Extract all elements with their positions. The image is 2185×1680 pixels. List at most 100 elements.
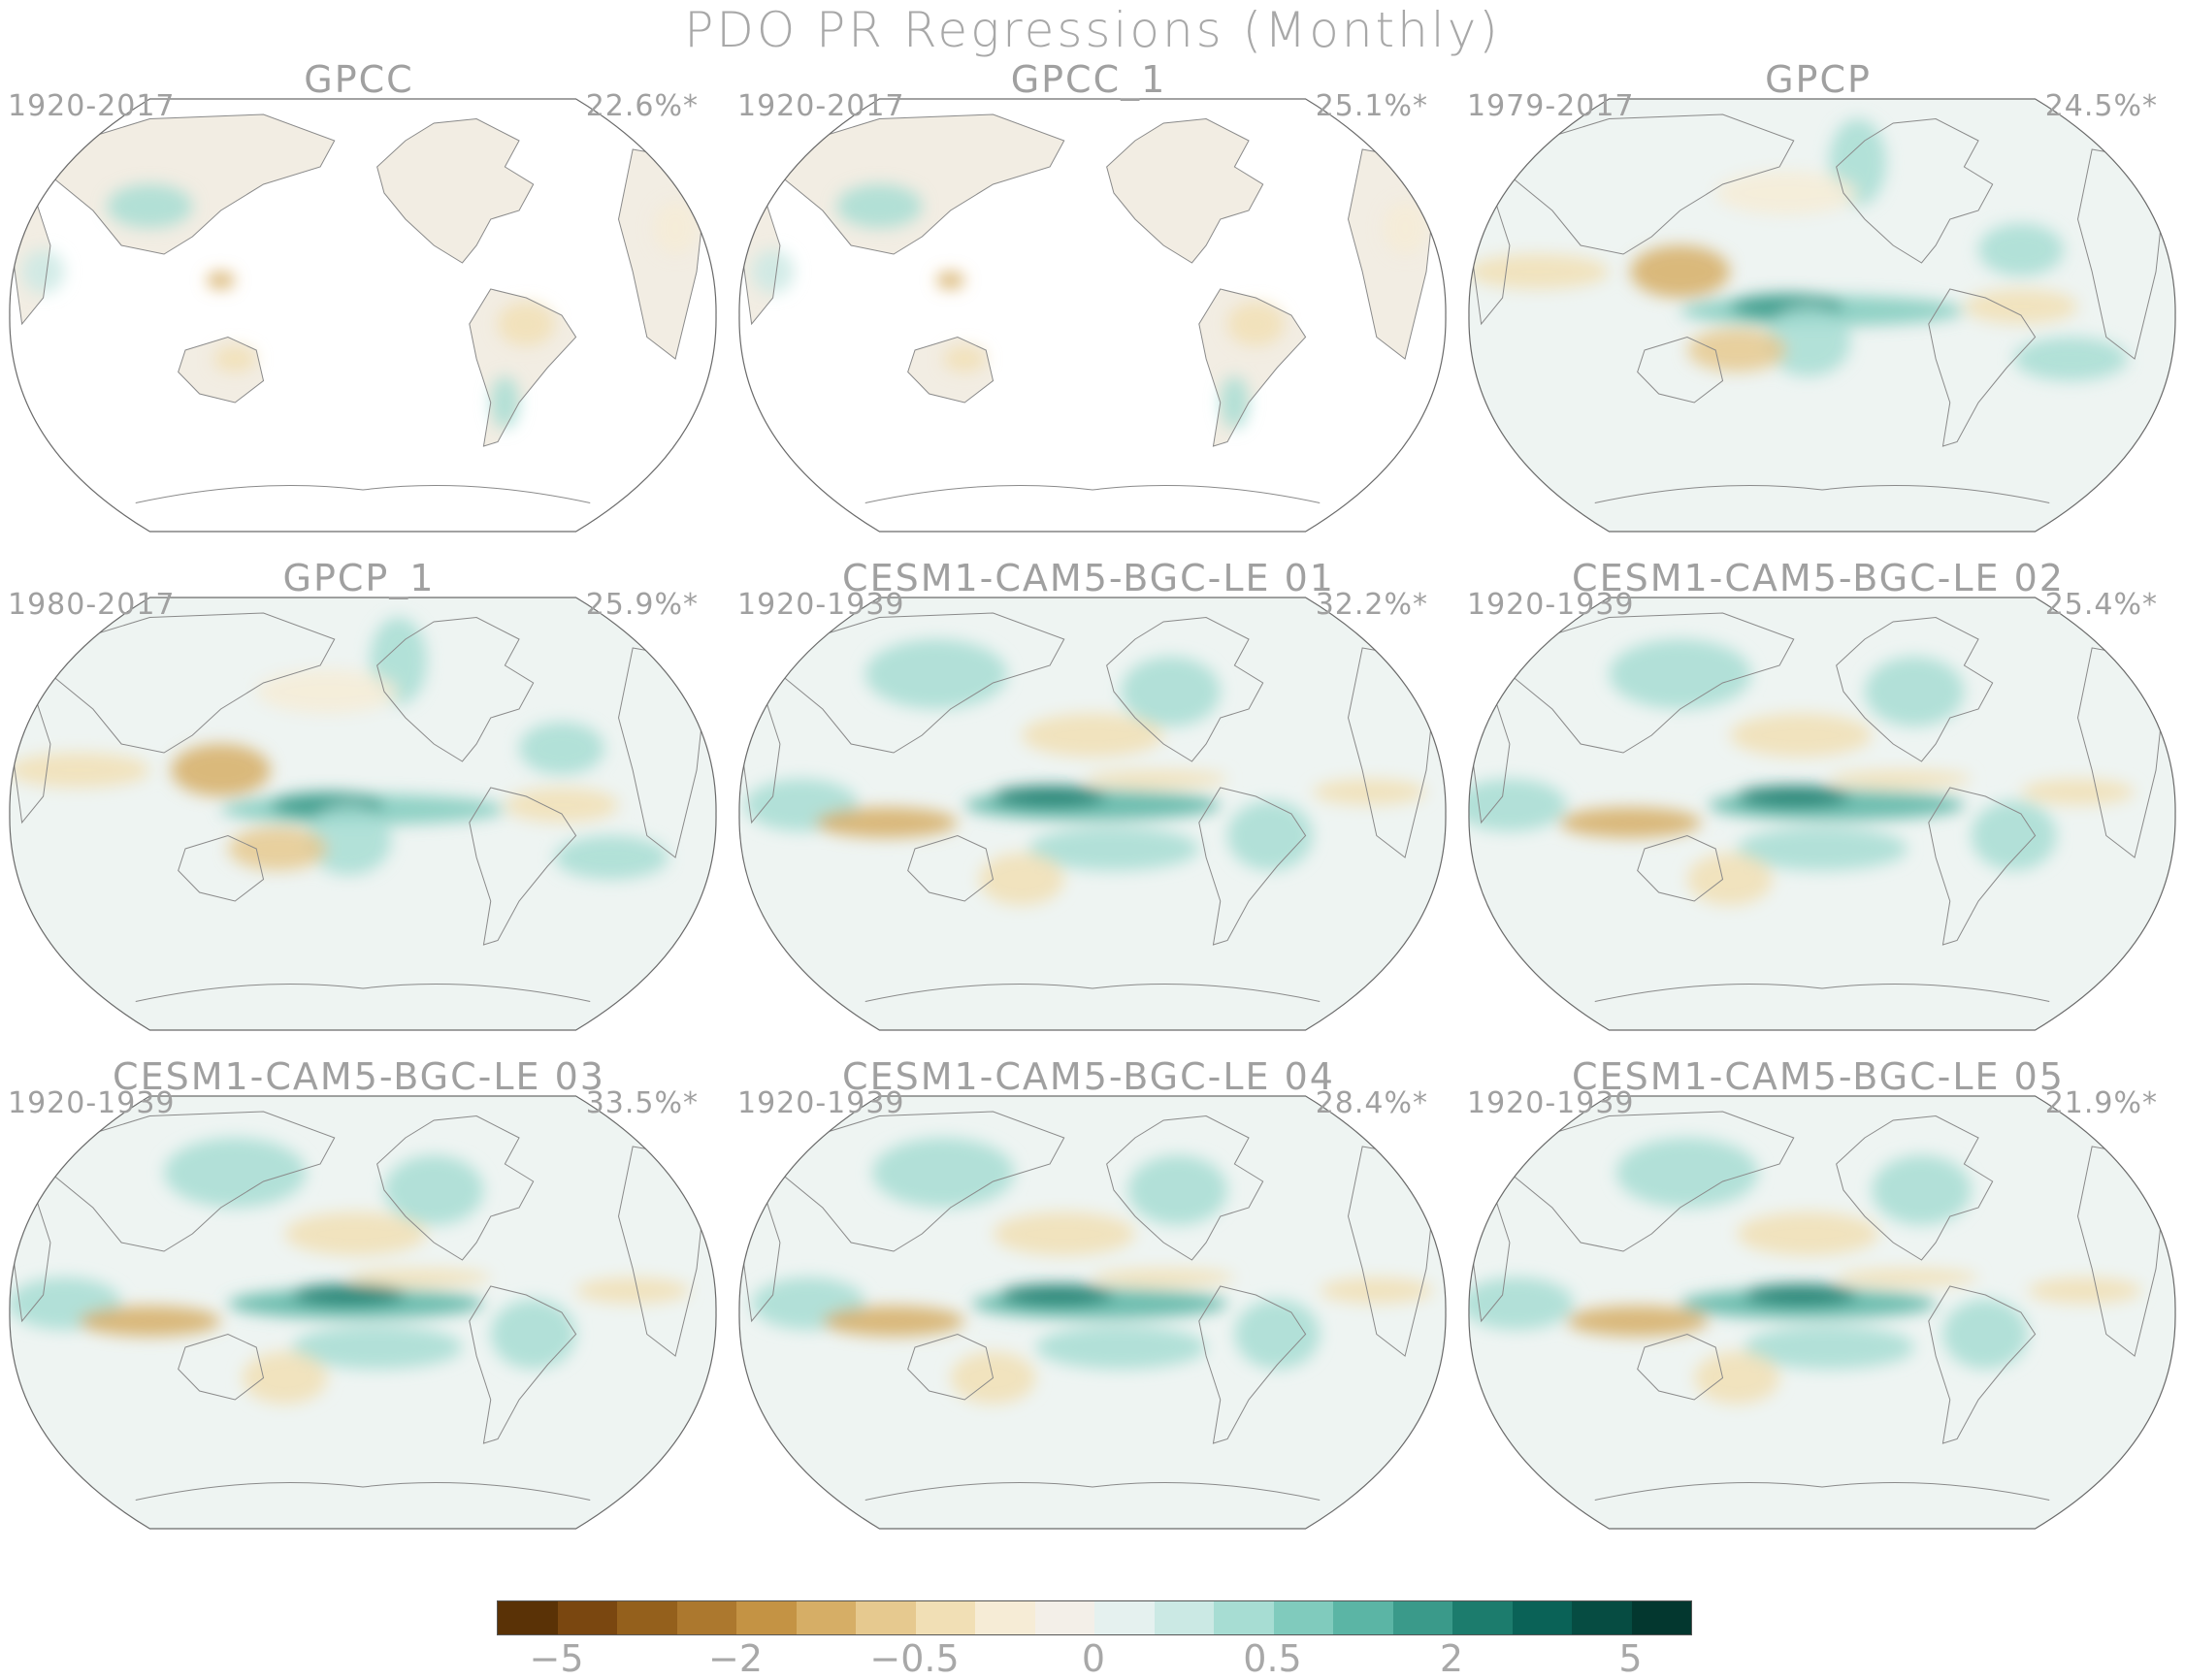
panel-period: 1920-1939 xyxy=(8,1086,176,1120)
antarctica-coastline xyxy=(864,485,1321,503)
anomaly-region xyxy=(1829,770,1972,788)
coastline xyxy=(49,1111,336,1252)
anomaly-region xyxy=(1971,800,2057,871)
world-map xyxy=(738,98,1447,533)
panel-variance: 21.9%* xyxy=(2044,1086,2158,1120)
anomaly-region xyxy=(256,669,399,714)
coastline xyxy=(1509,1111,1795,1252)
antarctica-coastline xyxy=(864,984,1321,1002)
map-border xyxy=(738,98,1447,533)
panel-title: GPCP_1 xyxy=(282,557,436,599)
anomaly-region xyxy=(1227,800,1313,871)
anomaly-region xyxy=(815,807,958,838)
anomaly-region xyxy=(291,1325,463,1370)
panel-variance: 25.1%* xyxy=(1315,89,1428,123)
colorbar-swatch xyxy=(796,1601,856,1634)
coastline xyxy=(907,834,995,902)
colorbar-swatch xyxy=(676,1601,736,1634)
anomaly-region xyxy=(1028,826,1199,871)
map-border xyxy=(1468,1095,2176,1530)
map-border xyxy=(9,98,717,533)
anomaly-region xyxy=(1864,657,1965,727)
map-panel: GPCP 1979-2017 24.5%* xyxy=(1459,58,2177,543)
anomaly-region xyxy=(1686,853,1773,906)
colorbar-tick-label: 0.5 xyxy=(1243,1637,1302,1680)
colorbar-swatch xyxy=(1392,1601,1452,1634)
anomaly-region xyxy=(1384,202,1427,254)
anomaly-region xyxy=(1694,1351,1780,1405)
map-panel: GPCC_1 1920-2017 25.1%* xyxy=(730,58,1448,543)
panel-title: GPCC_1 xyxy=(1010,58,1167,101)
figure-title: PDO PR Regressions (Monthly) xyxy=(684,2,1501,58)
coastline xyxy=(469,787,577,946)
anomaly-region xyxy=(1220,376,1250,429)
antarctica-coastline xyxy=(135,485,591,503)
map-border xyxy=(1468,597,2176,1031)
map-border xyxy=(9,597,717,1031)
coastline xyxy=(1836,117,1994,264)
anomaly-region xyxy=(1964,289,2078,324)
anomaly-region xyxy=(751,249,795,294)
anomaly-region xyxy=(654,202,698,254)
map-panel: CESM1-CAM5-BGC-LE 04 1920-1939 28.4%* xyxy=(730,1055,1448,1540)
anomaly-region xyxy=(383,1155,484,1225)
antarctica-coastline xyxy=(135,1482,591,1501)
panel-period: 1920-1939 xyxy=(1467,588,1635,622)
map-panel: GPCC 1920-2017 22.6%* xyxy=(0,58,718,543)
map-border xyxy=(738,597,1447,1031)
antarctica-coastline xyxy=(135,984,591,1002)
map-panel: CESM1-CAM5-BGC-LE 02 1920-1939 25.4%* xyxy=(1459,557,2177,1042)
anomaly-region xyxy=(206,272,236,289)
coastline xyxy=(779,113,1065,255)
colorbar-swatch xyxy=(1512,1601,1572,1634)
coastline xyxy=(907,336,995,404)
anomaly-region xyxy=(490,1299,576,1370)
anomaly-region xyxy=(836,184,923,228)
map-panel: GPCP_1 1980-2017 25.9%* xyxy=(0,557,718,1042)
panel-variance: 33.5%* xyxy=(585,1086,699,1120)
panel-variance: 25.9%* xyxy=(585,588,699,622)
coastline xyxy=(49,612,336,754)
anomaly-region xyxy=(79,1306,221,1337)
colorbar-swatch xyxy=(1154,1601,1214,1634)
anomaly-region xyxy=(1615,1138,1759,1208)
world-map xyxy=(9,1095,717,1530)
panel-title: CESM1-CAM5-BGC-LE 01 xyxy=(842,557,1335,599)
antarctica-coastline xyxy=(1594,485,2050,503)
world-map xyxy=(9,597,717,1031)
antarctica-coastline xyxy=(1594,1482,2050,1501)
coastline xyxy=(1106,117,1264,264)
anomaly-region xyxy=(21,249,65,294)
anomaly-region xyxy=(1744,1283,1858,1307)
anomaly-region xyxy=(822,1306,965,1337)
anomaly-region xyxy=(107,184,193,228)
panel-title: CESM1-CAM5-BGC-LE 05 xyxy=(1572,1055,2065,1098)
map-panel: CESM1-CAM5-BGC-LE 05 1920-1939 21.9%* xyxy=(1459,1055,2177,1540)
panel-period: 1920-1939 xyxy=(737,588,905,622)
coastline xyxy=(469,1285,577,1444)
coastline xyxy=(1928,1285,2037,1444)
colorbar-swatch xyxy=(1452,1601,1513,1634)
anomaly-region xyxy=(1035,1325,1207,1370)
anomaly-region xyxy=(1566,1306,1709,1337)
coastline xyxy=(1637,336,1724,404)
world-map xyxy=(1468,98,2176,533)
coastline xyxy=(779,612,1065,754)
colorbar-swatch xyxy=(1214,1601,1274,1634)
panel-period: 1979-2017 xyxy=(1467,89,1635,123)
panel-period: 1920-2017 xyxy=(737,89,905,123)
panel-title: GPCC xyxy=(304,58,414,101)
anomaly-region xyxy=(1630,245,1730,298)
panel-title: CESM1-CAM5-BGC-LE 04 xyxy=(842,1055,1335,1098)
anomaly-region xyxy=(1744,1325,1915,1370)
anomaly-region xyxy=(1468,779,1567,831)
anomaly-region xyxy=(498,302,555,346)
colorbar-tick-label: −0.5 xyxy=(869,1637,960,1680)
panel-title: CESM1-CAM5-BGC-LE 02 xyxy=(1572,557,2065,599)
anomaly-region xyxy=(554,835,669,880)
land-fill xyxy=(376,118,534,263)
panel-variance: 28.4%* xyxy=(1315,1086,1428,1120)
anomaly-region xyxy=(1312,779,1427,805)
anomaly-region xyxy=(348,1269,491,1286)
colorbar-swatch xyxy=(856,1601,916,1634)
